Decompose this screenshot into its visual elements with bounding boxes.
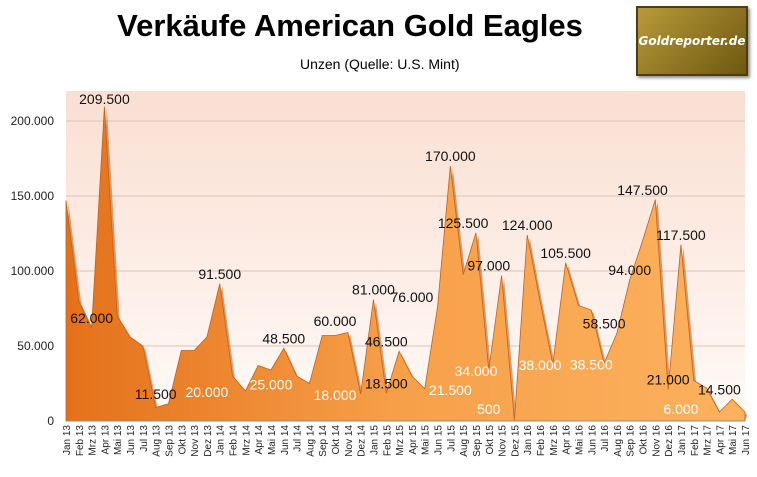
x-tick-label: Jun 16: [587, 425, 598, 455]
data-label: 48.500: [262, 330, 305, 346]
data-label: 105.500: [540, 245, 591, 261]
x-tick-label: Aug 13: [152, 425, 163, 457]
y-tick-label: 0: [47, 414, 54, 428]
x-tick-label: Aug 14: [305, 425, 316, 457]
x-tick-label: Mai 15: [421, 425, 432, 455]
data-label: 170.000: [425, 148, 476, 164]
data-label: 18.000: [314, 387, 357, 403]
data-label: 6.000: [663, 401, 698, 417]
x-tick-label: Jan 17: [677, 425, 688, 455]
x-tick-label: Apr 16: [562, 425, 573, 455]
x-tick-label: Apr 15: [408, 425, 419, 455]
x-tick-label: Dez 14: [357, 425, 368, 457]
x-tick-label: Jun 14: [280, 425, 291, 455]
x-tick-label: Apr 13: [100, 425, 111, 455]
data-label: 124.000: [502, 217, 553, 233]
x-tick-label: Jan 13: [62, 425, 73, 455]
logo-text: Goldreporter.de: [638, 34, 746, 48]
chart-subtitle: Unzen (Quelle: U.S. Mint): [300, 56, 460, 72]
data-label: 60.000: [314, 313, 357, 329]
x-tick-label: Mrz 17: [703, 425, 714, 456]
data-label: 58.500: [583, 315, 626, 331]
data-label: 34.000: [455, 363, 498, 379]
data-label: 91.500: [198, 266, 241, 282]
chart-title: Verkäufe American Gold Eagles: [117, 8, 583, 43]
x-tick-label: Sep 13: [164, 425, 175, 457]
x-tick-label: Aug 15: [459, 425, 470, 457]
x-tick-label: Dez 13: [203, 425, 214, 457]
x-tick-label: Jun 17: [741, 425, 752, 455]
data-label: 62.000: [70, 310, 113, 326]
data-label: 38.000: [519, 357, 562, 373]
x-axis-labels: Jan 13 Feb 13 Mrz 13 Apr 13 Mai 13 Jun 13 Jul …: [62, 425, 752, 457]
data-label: 20.000: [186, 384, 229, 400]
x-tick-label: Okt 14: [331, 425, 342, 455]
y-axis-labels: 0 50.000 100.000 150.000 200.000: [11, 114, 55, 428]
data-label: 81.000: [352, 282, 395, 298]
x-tick-label: Apr 14: [254, 425, 265, 455]
x-tick-label: Feb 16: [536, 425, 547, 457]
data-label: 11.500: [135, 386, 177, 402]
x-tick-label: Jan 15: [369, 425, 380, 455]
data-label: 209.500: [79, 91, 130, 107]
x-tick-label: Dez 16: [664, 425, 675, 457]
x-tick-label: Sep 14: [318, 425, 329, 457]
data-label: 94.000: [608, 262, 651, 278]
data-label: 76.000: [390, 289, 433, 305]
data-label: 21.000: [647, 372, 690, 388]
data-label: 147.500: [617, 182, 668, 198]
data-label: 117.500: [656, 227, 706, 243]
x-tick-label: Nov 16: [651, 425, 662, 457]
x-tick-label: Nov 15: [498, 425, 509, 457]
y-tick-label: 50.000: [17, 339, 54, 353]
x-tick-label: Mrz 13: [88, 425, 99, 456]
x-tick-label: Jun 15: [434, 425, 445, 455]
x-tick-label: Okt 16: [639, 425, 650, 455]
area-series: [65, 106, 746, 422]
data-label: 97.000: [467, 258, 510, 274]
y-tick-label: 150.000: [11, 189, 55, 203]
x-tick-label: Mai 17: [728, 425, 739, 455]
x-tick-label: Sep 16: [626, 425, 637, 457]
data-label: 500: [477, 401, 501, 417]
x-tick-label: Feb 15: [382, 425, 393, 457]
x-tick-label: Mrz 16: [549, 425, 560, 456]
x-tick-label: Jul 13: [139, 425, 150, 452]
x-tick-label: Okt 15: [485, 425, 496, 455]
y-tick-label: 200.000: [11, 114, 55, 128]
x-tick-label: Mrz 15: [395, 425, 406, 456]
x-tick-label: Mai 14: [267, 425, 278, 455]
x-tick-label: Jan 16: [523, 425, 534, 455]
x-tick-label: Mai 16: [574, 425, 585, 455]
x-tick-label: Jan 14: [216, 425, 227, 455]
x-tick-label: Feb 14: [229, 425, 240, 457]
goldreporter-logo[interactable]: Goldreporter.de: [636, 6, 748, 76]
data-label: 125.500: [438, 215, 489, 231]
x-tick-label: Mrz 14: [241, 425, 252, 456]
data-label: 25.000: [250, 377, 293, 393]
x-tick-label: Nov 13: [190, 425, 201, 457]
data-label: 46.500: [365, 333, 408, 349]
x-tick-label: Jul 15: [446, 425, 457, 452]
y-tick-label: 100.000: [11, 264, 55, 278]
x-tick-label: Feb 13: [75, 425, 86, 457]
x-tick-label: Apr 17: [715, 425, 726, 455]
data-label: 18.500: [365, 375, 408, 391]
x-tick-label: Aug 16: [613, 425, 624, 457]
x-tick-label: Jul 14: [293, 425, 304, 452]
x-tick-label: Sep 15: [472, 425, 483, 457]
data-label: 14.500: [698, 381, 741, 397]
x-tick-label: Mai 13: [113, 425, 124, 455]
data-label: 21.500: [429, 382, 472, 398]
data-labels: 62.000 209.500 11.500 20.000 91.500 25.000 48.…: [70, 91, 741, 417]
x-tick-label: Dez 15: [510, 425, 521, 457]
x-tick-label: Jul 16: [600, 425, 611, 452]
x-tick-label: Nov 14: [344, 425, 355, 457]
x-tick-label: Jun 13: [126, 425, 137, 455]
x-tick-label: Feb 17: [690, 425, 701, 457]
x-tick-label: Okt 13: [177, 425, 188, 455]
data-label: 38.500: [570, 356, 613, 372]
